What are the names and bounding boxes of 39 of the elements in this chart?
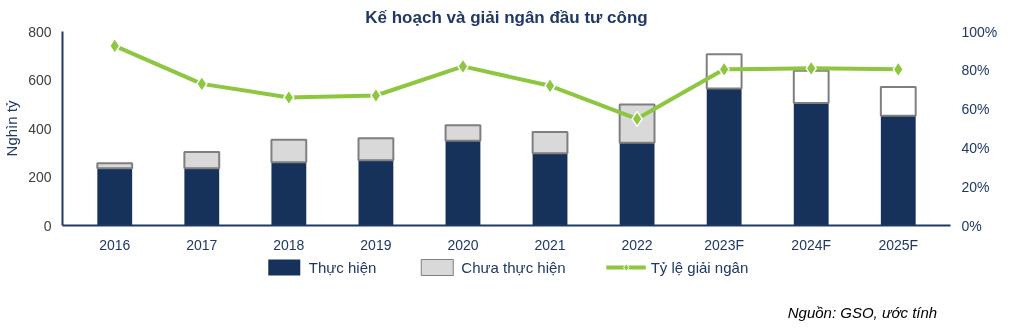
x-tick-label: 2019: [360, 236, 392, 253]
legend-label: Chưa thực hiện: [461, 258, 566, 276]
legend-label: Tỷ lệ giải ngân: [650, 258, 749, 276]
x-tick-label: 2016: [99, 236, 131, 253]
y2-tick-label: 40%: [961, 139, 990, 156]
legend-label: Thực hiện: [308, 258, 377, 276]
bar: [183, 151, 221, 170]
x-tick-label: 2018: [273, 236, 305, 253]
y-tick-label: 400: [28, 120, 52, 137]
point: [805, 60, 817, 77]
y-tick-label: 0: [43, 217, 52, 234]
y2-tick-label: 20%: [961, 178, 990, 195]
point: [892, 61, 905, 78]
bar: [444, 124, 482, 142]
x-tick-label: 2024F: [791, 236, 832, 253]
x-tick-label: 2021: [534, 236, 566, 253]
x-tick-label: 2020: [447, 236, 479, 253]
x-tick-label: 2017: [186, 236, 218, 253]
y2-tick-label: 60%: [961, 101, 990, 118]
y-tick-label: 200: [28, 169, 52, 185]
x-tick-label: 2023F: [704, 236, 744, 253]
bar: [96, 162, 134, 170]
y-axis-title: Nghìn tỷ: [3, 100, 21, 157]
point: [457, 58, 469, 75]
y2-tick-label: 80%: [961, 62, 990, 79]
chart-title: Kế hoạch và giải ngân đầu tư công: [365, 7, 648, 27]
y2-tick-label: 0%: [961, 217, 982, 234]
x-tick-label: 2025F: [878, 236, 919, 253]
y-tick-label: 800: [28, 23, 52, 40]
text: Nguồn: GSO, ước tính: [787, 304, 938, 322]
y2-tick-label: 100%: [961, 23, 998, 40]
bar: [531, 130, 569, 155]
y-tick-label: 600: [28, 72, 52, 88]
bar: [270, 138, 308, 164]
x-tick-label: 2022: [621, 236, 653, 253]
bar: [879, 86, 917, 117]
point: [370, 87, 382, 104]
bar: [357, 137, 395, 162]
point: [283, 89, 295, 106]
